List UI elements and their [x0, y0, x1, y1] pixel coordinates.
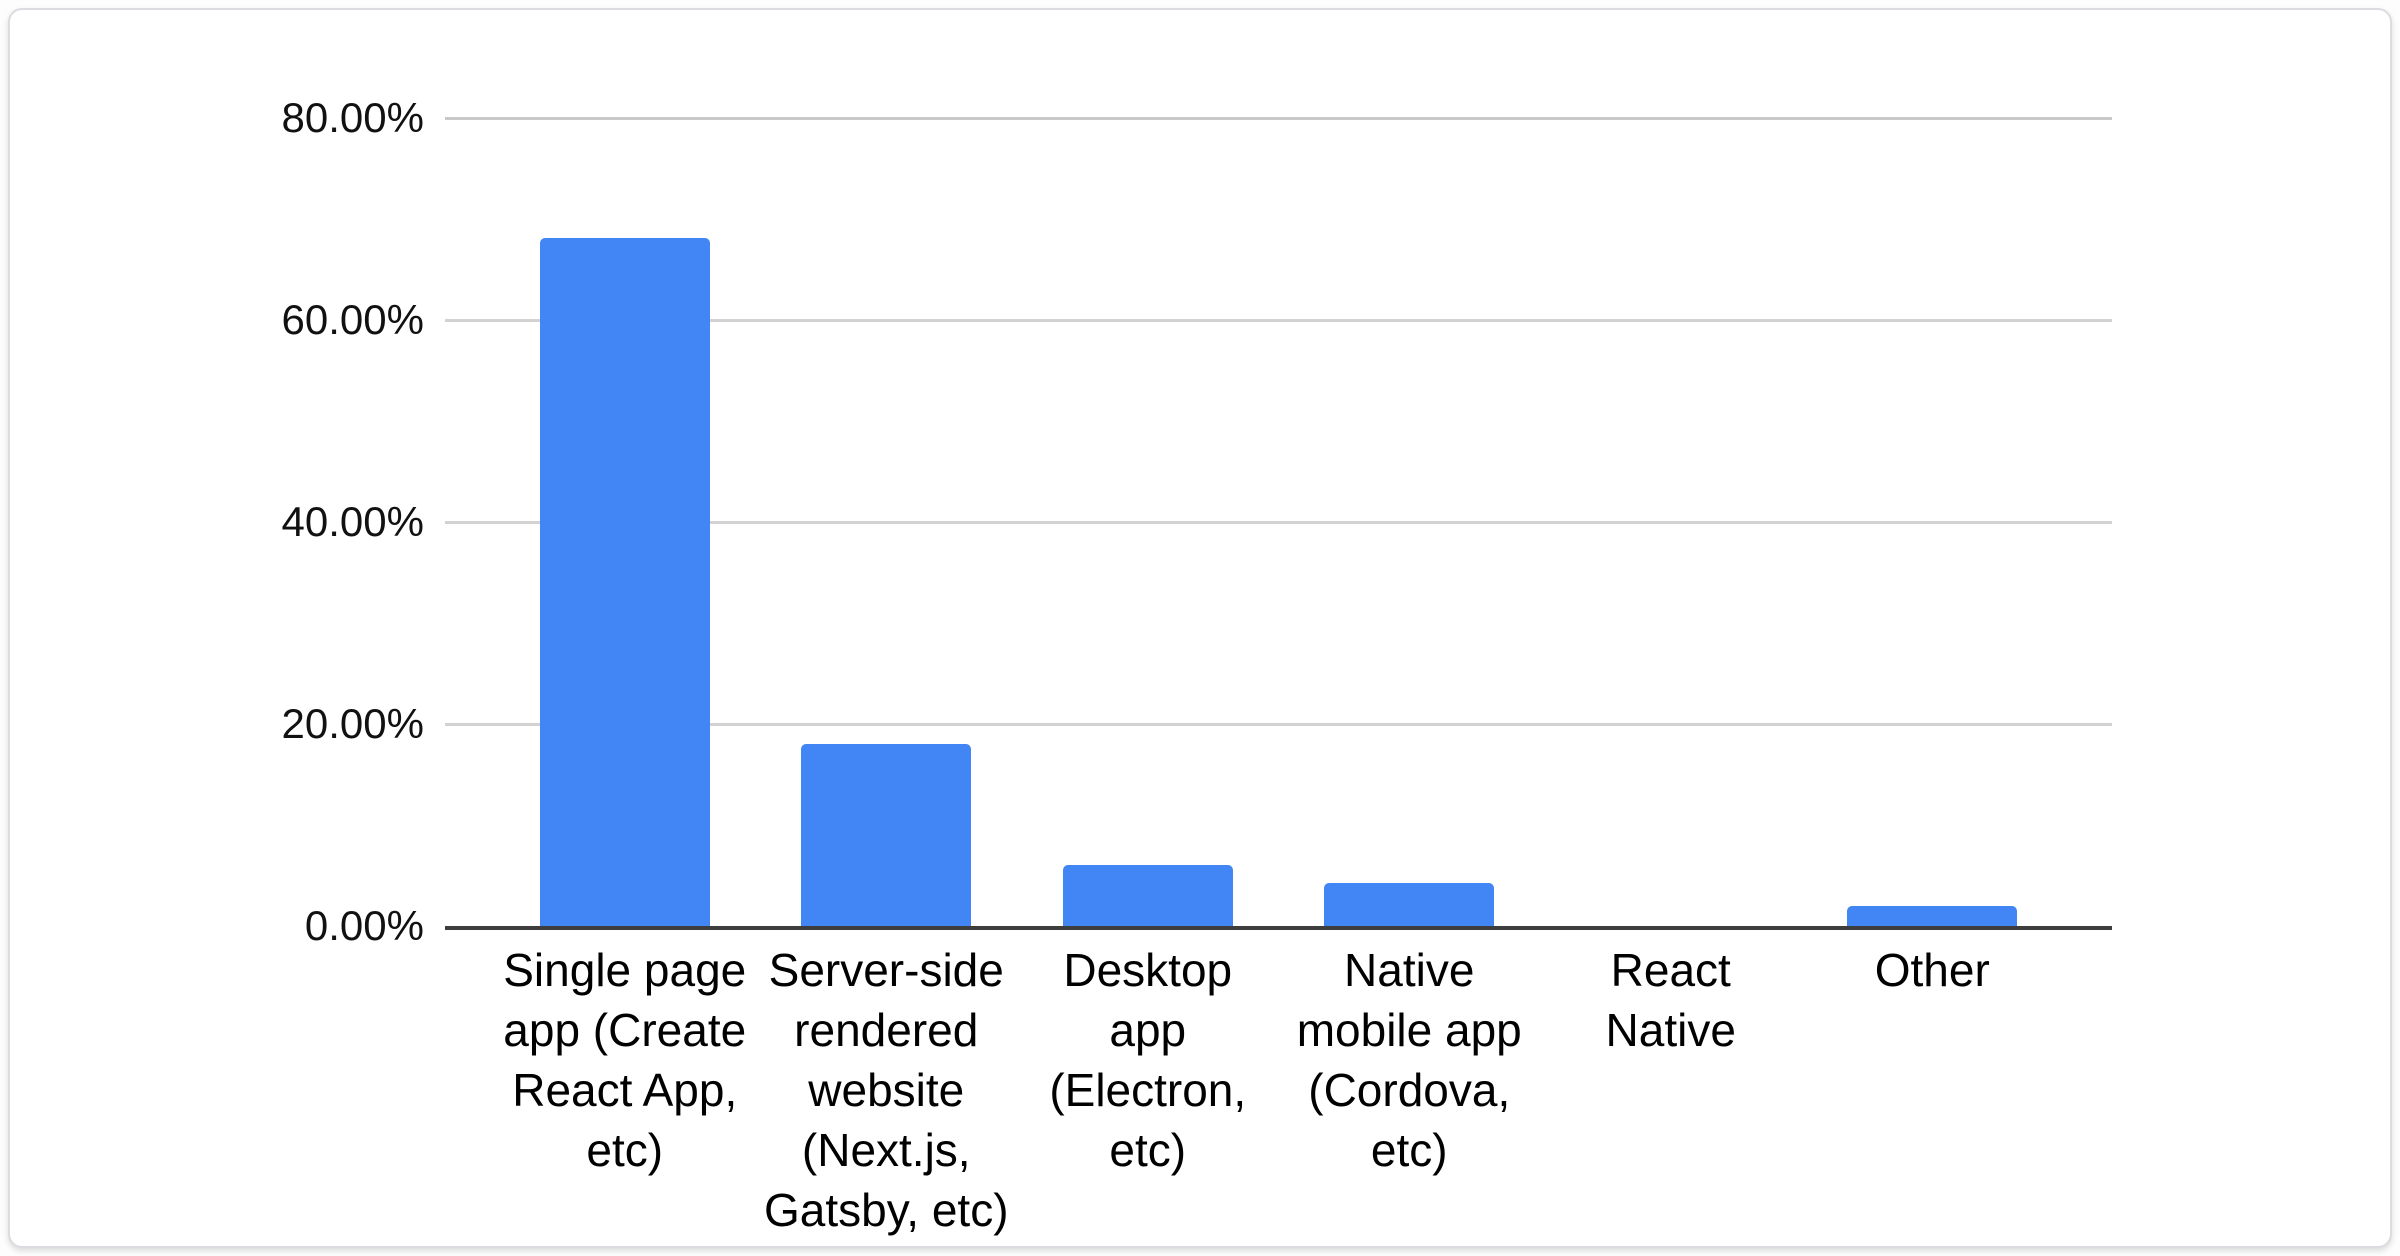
gridline-80: [445, 117, 2112, 120]
bar-6[interactable]: [1847, 905, 2018, 930]
category-label-6: Other: [1874, 944, 1990, 996]
y-tick-label: 40.00%: [281, 498, 424, 545]
bar-2[interactable]: [801, 744, 972, 930]
category-label-3: Desktop app (Electron, etc): [1049, 944, 1247, 1176]
gridline-60: [445, 319, 2112, 322]
bar-1[interactable]: [539, 238, 710, 930]
bar-4[interactable]: [1324, 882, 1495, 930]
chart-card: 80.00% 60.00% 40.00% 20.00% 0.00% Single page…: [8, 8, 2392, 1248]
y-tick-label: 0.00%: [304, 902, 424, 949]
x-axis-line: [445, 926, 2112, 930]
y-tick-label: 60.00%: [281, 296, 424, 343]
gridline-20: [445, 723, 2112, 726]
category-label-4: Native mobile app (Cordova, etc): [1296, 944, 1522, 1176]
category-label-1: Single page app (Create React App, etc): [503, 944, 747, 1176]
category-label-5: React Native: [1605, 944, 1736, 1056]
y-tick-label: 20.00%: [281, 700, 424, 747]
category-label-2: Server-side rendered website (Next.js, G…: [763, 944, 1009, 1236]
bar-3[interactable]: [1062, 865, 1233, 930]
y-tick-label: 80.00%: [281, 94, 424, 141]
gridline-40: [445, 521, 2112, 524]
